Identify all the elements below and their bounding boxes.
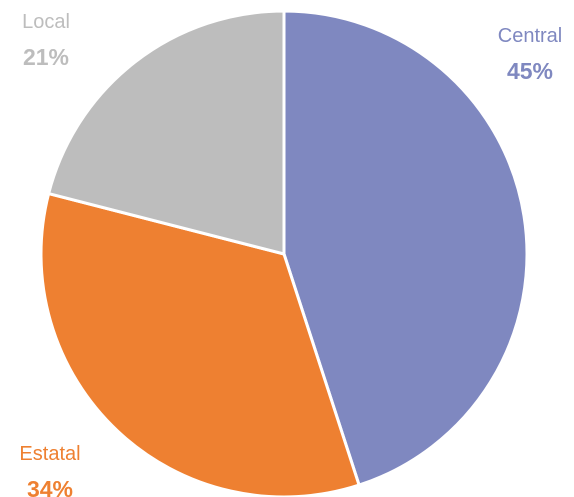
slice-label-local: Local xyxy=(22,11,70,33)
slice-value-local: 21% xyxy=(23,44,69,70)
pie-slice-local xyxy=(47,9,286,256)
slice-label-estatal: Estatal xyxy=(19,443,80,465)
pie-slices xyxy=(39,9,529,497)
pie-slice-central xyxy=(282,9,529,487)
slice-value-central: 45% xyxy=(507,58,553,84)
slice-label-central: Central xyxy=(498,25,562,47)
slice-value-estatal: 34% xyxy=(27,476,73,497)
